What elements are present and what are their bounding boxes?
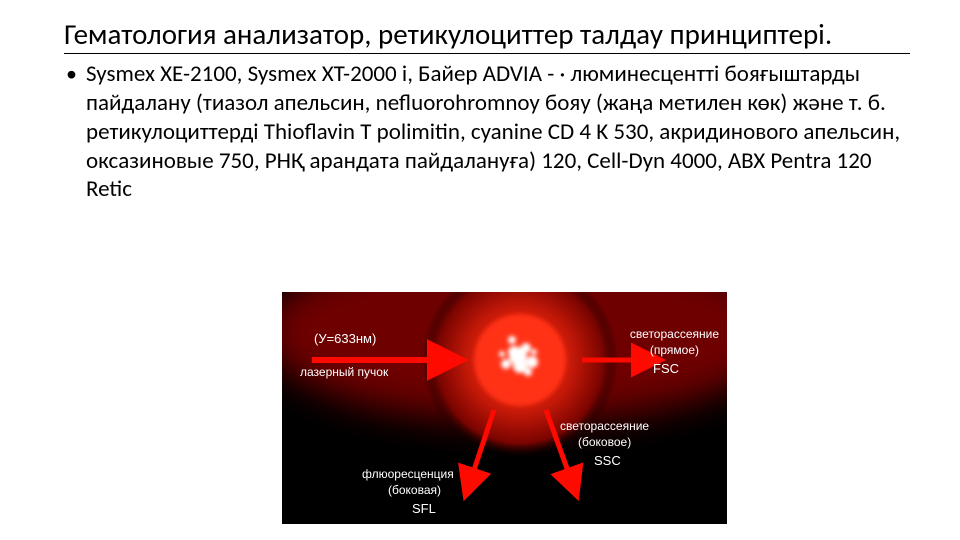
ssc-label-1: светорассеяние <box>560 420 649 433</box>
laser-wavelength-label: (У=633нм) <box>314 332 376 346</box>
ssc-label-3: SSC <box>594 454 621 468</box>
sfl-label-2: (боковая) <box>388 484 441 497</box>
fsc-label-3: FSC <box>653 362 679 376</box>
fsc-label-1: светорассеяние <box>630 328 719 341</box>
reticulocyte-diagram: (У=633нм) лазерный пучок светорассеяние … <box>282 292 727 524</box>
bullet-item: Sysmex XE-2100, Sysmex XT-2000 i, Байер … <box>86 60 910 204</box>
slide-title: Гематология анализатор, ретикулоциттер т… <box>64 18 910 54</box>
fsc-label-2: (прямое) <box>650 344 699 357</box>
laser-beam-label: лазерный пучок <box>300 366 388 379</box>
ssc-label-2: (боковое) <box>578 436 631 449</box>
sfl-label-1: флюоресценция <box>362 468 454 481</box>
sfl-label-3: SFL <box>412 502 436 516</box>
